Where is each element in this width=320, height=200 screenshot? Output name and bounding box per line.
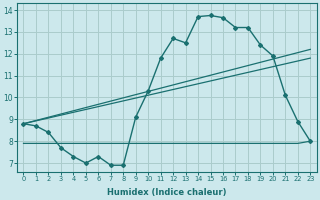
X-axis label: Humidex (Indice chaleur): Humidex (Indice chaleur) [107, 188, 227, 197]
